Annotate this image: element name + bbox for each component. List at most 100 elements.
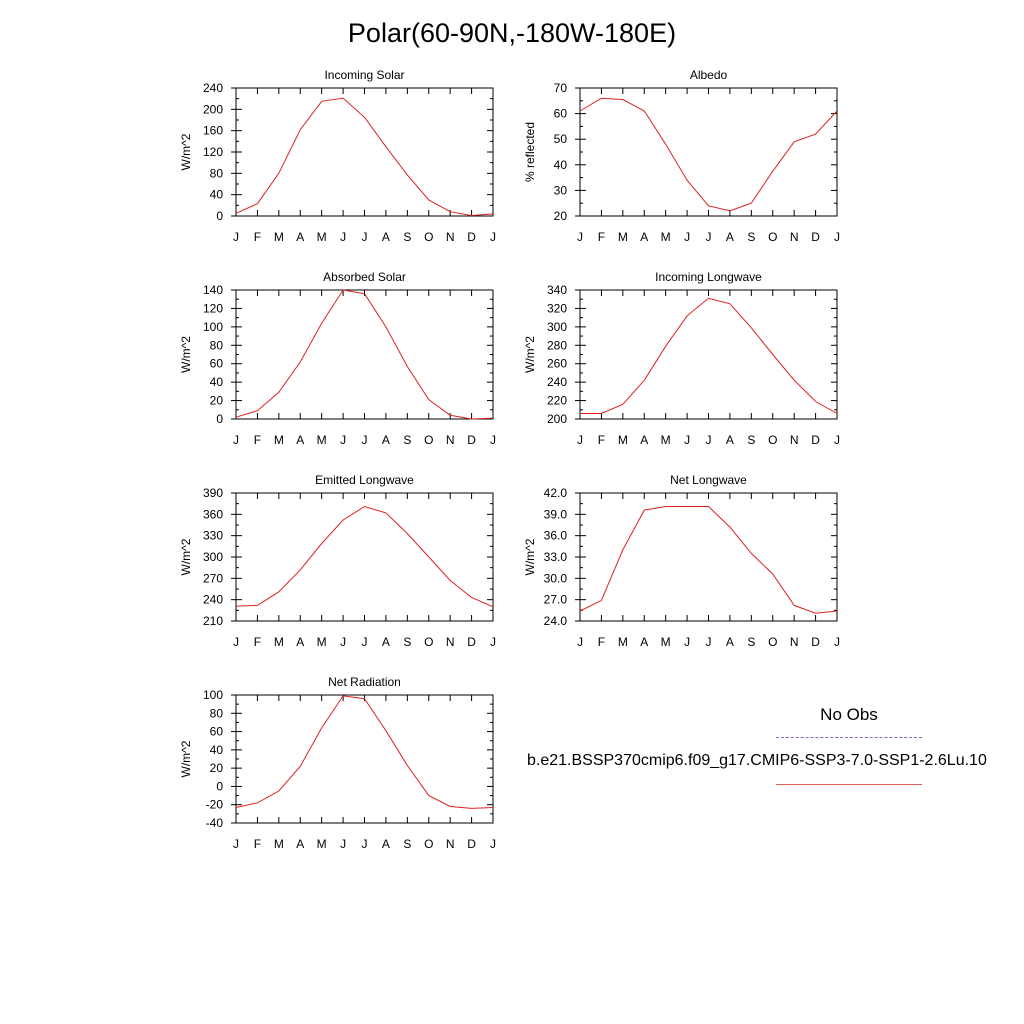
x-tick-label: N <box>446 433 455 447</box>
plot-frame <box>235 87 494 217</box>
y-tick-label: 70 <box>554 81 568 95</box>
y-tick-label: 30 <box>554 183 568 197</box>
x-tick-label: F <box>254 837 261 851</box>
legend-case-label: b.e21.BSSP370cmip6.f09_g17.CMIP6-SSP3-7.… <box>527 752 987 769</box>
y-tick-label: 60 <box>210 357 224 371</box>
chart-panel-5: J F M A M J J A S O N D J210240270300330360390Emitte… <box>179 473 496 649</box>
legend-case-line <box>776 784 922 785</box>
x-tick-label: J <box>684 230 690 244</box>
x-tick-label: M <box>317 635 327 649</box>
x-tick-label: O <box>768 635 777 649</box>
x-tick-label: F <box>598 433 605 447</box>
y-tick-label: 280 <box>547 338 567 352</box>
x-tick-label: J <box>233 433 239 447</box>
x-tick-label: J <box>340 837 346 851</box>
x-tick-label: A <box>382 230 390 244</box>
y-tick-label: 100 <box>203 320 223 334</box>
y-tick-label: 330 <box>203 529 223 543</box>
series-line <box>235 97 494 217</box>
x-tick-label: A <box>640 230 648 244</box>
x-tick-label: D <box>811 433 820 447</box>
series-line <box>235 289 494 420</box>
x-tick-label: F <box>598 635 605 649</box>
x-tick-label: O <box>768 230 777 244</box>
x-tick-label: J <box>233 837 239 851</box>
x-tick-label: J <box>706 635 712 649</box>
x-tick-label: J <box>834 230 840 244</box>
y-tick-label: 160 <box>203 124 223 138</box>
x-tick-label: F <box>254 433 261 447</box>
x-tick-label: S <box>403 635 411 649</box>
y-axis-label: % reflected <box>523 122 537 182</box>
chart-title: Emitted Longwave <box>315 473 414 487</box>
plot-frame <box>235 289 494 420</box>
x-tick-label: N <box>446 230 455 244</box>
legend-obs-label: No Obs <box>820 705 878 724</box>
x-tick-label: N <box>446 837 455 851</box>
x-tick-label: M <box>661 230 671 244</box>
x-tick-label: N <box>790 230 799 244</box>
x-tick-label: F <box>598 230 605 244</box>
y-tick-label: 60 <box>210 725 224 739</box>
y-tick-label: 42.0 <box>544 486 568 500</box>
legend-obs-line <box>776 737 922 738</box>
y-tick-label: -40 <box>206 816 224 830</box>
y-tick-label: 100 <box>203 688 223 702</box>
x-tick-label: J <box>834 433 840 447</box>
x-tick-label: J <box>490 635 496 649</box>
x-tick-label: J <box>834 635 840 649</box>
y-tick-label: 33.0 <box>544 550 568 564</box>
x-tick-label: J <box>490 837 496 851</box>
x-tick-label: D <box>811 230 820 244</box>
plot-frame <box>579 289 838 420</box>
x-tick-label: J <box>340 433 346 447</box>
page-title: Polar(60-90N,-180W-180E) <box>347 18 677 48</box>
y-tick-label: 36.0 <box>544 529 568 543</box>
x-tick-label: D <box>467 433 476 447</box>
x-tick-label: M <box>274 433 284 447</box>
chart-title: Absorbed Solar <box>323 270 406 284</box>
y-tick-label: 210 <box>203 614 223 628</box>
y-tick-label: 24.0 <box>544 614 568 628</box>
x-tick-label: M <box>618 635 628 649</box>
x-tick-label: J <box>684 635 690 649</box>
y-tick-label: 80 <box>210 706 224 720</box>
x-tick-label: S <box>403 433 411 447</box>
x-tick-label: J <box>684 433 690 447</box>
y-tick-label: 0 <box>216 412 223 426</box>
x-tick-label: M <box>274 230 284 244</box>
y-tick-label: 120 <box>203 301 223 315</box>
y-tick-label: 300 <box>547 320 567 334</box>
x-tick-label: A <box>640 433 648 447</box>
x-tick-label: O <box>424 433 433 447</box>
y-tick-label: 20 <box>210 394 224 408</box>
x-tick-label: J <box>362 635 368 649</box>
x-tick-label: A <box>726 433 734 447</box>
x-tick-label: D <box>467 837 476 851</box>
y-tick-label: 40 <box>210 188 224 202</box>
x-tick-label: J <box>233 635 239 649</box>
x-tick-label: A <box>382 635 390 649</box>
x-tick-label: M <box>274 635 284 649</box>
x-tick-label: O <box>424 230 433 244</box>
x-tick-label: A <box>296 230 304 244</box>
y-tick-label: 140 <box>203 283 223 297</box>
y-tick-label: 60 <box>554 107 568 121</box>
x-tick-label: A <box>296 635 304 649</box>
chart-panel-3: J F M A M J J A S O N D J020406080100120140Absorbed … <box>179 270 496 447</box>
x-tick-label: J <box>577 433 583 447</box>
x-tick-label: J <box>577 230 583 244</box>
x-tick-label: J <box>706 433 712 447</box>
y-tick-label: 0 <box>216 209 223 223</box>
y-axis-label: W/m^2 <box>523 336 537 373</box>
x-tick-label: D <box>467 230 476 244</box>
y-tick-label: 300 <box>203 550 223 564</box>
plot-frame <box>235 492 494 622</box>
chart-panel-6: J F M A M J J A S O N D J24.027.030.033.036.039.042.… <box>523 473 840 649</box>
plot-frame <box>579 492 838 622</box>
x-tick-label: J <box>340 230 346 244</box>
y-tick-label: 260 <box>547 357 567 371</box>
x-tick-label: O <box>424 837 433 851</box>
